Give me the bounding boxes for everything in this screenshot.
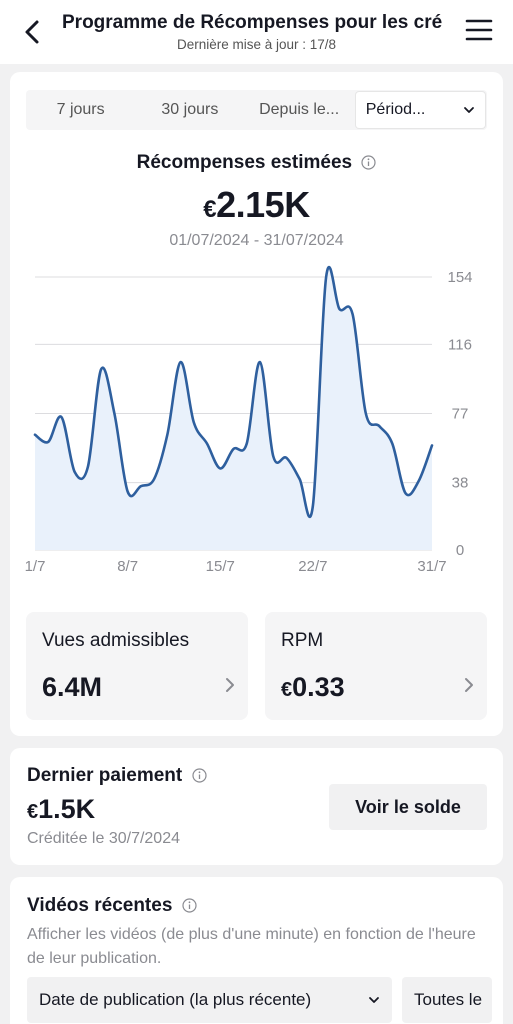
info-icon[interactable] — [182, 898, 197, 914]
amount: 0.33 — [292, 672, 345, 702]
recent-videos-description: Afficher les vidéos (de plus d'une minut… — [27, 926, 476, 967]
hamburger-menu-icon — [465, 19, 493, 41]
amount: 2.15K — [216, 184, 310, 225]
period-tabs: 7 jours 30 jours Depuis le... Périod... — [26, 90, 487, 130]
tab-label: 30 jours — [161, 101, 219, 118]
menu-button[interactable] — [465, 18, 495, 48]
rewards-overview-card: 7 jours 30 jours Depuis le... Périod... … — [10, 72, 503, 736]
chevron-left-icon — [25, 20, 39, 44]
payment-date: Créditée le 30/7/2024 — [27, 830, 180, 847]
chevron-right-icon — [465, 678, 473, 692]
amount: 6.4M — [42, 672, 103, 702]
chevron-down-icon — [369, 997, 379, 1003]
stat-label: RPM — [281, 630, 324, 651]
currency-symbol: € — [203, 196, 217, 223]
last-payment-card: Dernier paiement €1.5K Créditée le 30/7/… — [10, 748, 503, 865]
info-icon[interactable] — [191, 768, 207, 784]
last-update-text: Dernière mise à jour : 17/8 — [176, 37, 337, 52]
x-tick-label: 22/7 — [298, 558, 327, 575]
eligible-views-card[interactable]: Vues admissibles 6.4M — [26, 612, 248, 720]
chart-area — [35, 267, 432, 550]
x-tick-label: 1/7 — [25, 558, 46, 575]
last-payment-heading: Dernier paiement — [27, 765, 207, 787]
rpm-card[interactable]: RPM €0.33 — [265, 612, 487, 720]
y-tick-label: 154 — [447, 269, 472, 286]
chevron-right-icon — [226, 678, 234, 692]
rewards-chart: 154 116 77 38 0 1/7 8/7 15/7 22/7 31/7 — [25, 265, 473, 575]
date-range: 01/07/2024 - 31/07/2024 — [169, 232, 344, 249]
x-tick-label: 8/7 — [117, 558, 138, 575]
currency-symbol: € — [27, 801, 39, 823]
recent-videos-heading: Vidéos récentes — [27, 895, 197, 917]
currency-symbol: € — [281, 679, 293, 701]
view-balance-button[interactable]: Voir le solde — [329, 784, 487, 830]
tab-30-days[interactable]: 30 jours — [135, 90, 244, 130]
tab-label: Depuis le... — [259, 101, 340, 118]
all-videos-filter[interactable]: Toutes le — [402, 977, 492, 1023]
tab-custom-period[interactable]: Périod... — [355, 92, 485, 128]
last-payment-value: €1.5K — [27, 794, 95, 825]
last-payment-label: Dernier paiement — [27, 765, 183, 786]
estimated-rewards-heading: Récompenses estimées — [10, 152, 503, 174]
page-title: Programme de Récompenses pour les cré — [62, 12, 443, 33]
y-tick-label: 116 — [448, 336, 472, 353]
filter-label: Toutes le — [414, 990, 483, 1009]
tab-label: 7 jours — [56, 101, 105, 118]
stat-value: 6.4M — [42, 672, 102, 703]
tab-since[interactable]: Depuis le... — [245, 90, 354, 130]
y-tick-label: 77 — [452, 406, 469, 423]
stat-label: Vues admissibles — [42, 630, 190, 651]
chart-line — [33, 265, 434, 518]
top-bar: Programme de Récompenses pour les cré De… — [0, 0, 513, 64]
stat-value: €0.33 — [281, 672, 345, 703]
estimated-rewards-label: Récompenses estimées — [136, 152, 353, 173]
x-tick-label: 31/7 — [417, 558, 446, 575]
amount: 1.5K — [38, 794, 96, 824]
x-tick-label: 15/7 — [206, 558, 235, 575]
chevron-down-icon — [464, 107, 474, 113]
recent-videos-card: Vidéos récentes Afficher les vidéos (de … — [10, 877, 503, 1024]
sort-label: Date de publication (la plus récente) — [39, 990, 312, 1009]
back-button[interactable] — [16, 16, 48, 48]
y-tick-label: 0 — [456, 542, 464, 559]
tab-7-days[interactable]: 7 jours — [26, 90, 135, 130]
sort-dropdown[interactable]: Date de publication (la plus récente) — [27, 977, 392, 1023]
recent-videos-label: Vidéos récentes — [27, 895, 173, 916]
y-tick-label: 38 — [452, 475, 469, 492]
estimated-rewards-value: €2.15K — [10, 184, 503, 226]
info-icon[interactable] — [361, 155, 376, 171]
tab-label: Périod... — [365, 101, 426, 118]
